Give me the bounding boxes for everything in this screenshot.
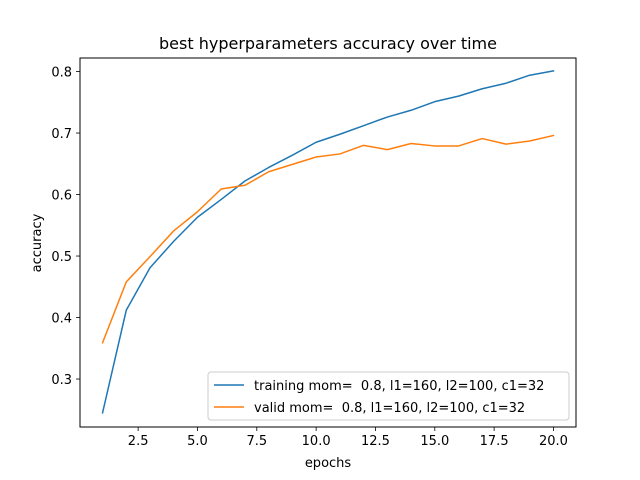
- chart-title: best hyperparameters accuracy over time: [159, 34, 497, 53]
- legend-box: [207, 371, 570, 421]
- x-tick-label: 10.0: [302, 434, 331, 449]
- y-axis-label: accuracy: [30, 213, 45, 272]
- x-tick-label: 7.5: [246, 434, 267, 449]
- x-tick-label: 5.0: [187, 434, 208, 449]
- y-tick-label: 0.7: [51, 127, 72, 142]
- x-tick-label: 2.5: [128, 434, 149, 449]
- axes-frame: [79, 57, 577, 428]
- legend: training mom= 0.8, l1=160, l2=100, c1=32…: [207, 371, 570, 421]
- x-tick-label: 15.0: [420, 434, 449, 449]
- y-tick-label: 0.6: [51, 189, 72, 204]
- x-tick-label: 20.0: [539, 434, 568, 449]
- x-axis-ticks: 2.5 5.0 7.5 10.0 12.5 15.0 17.5 20.0: [128, 427, 568, 449]
- legend-entries: training mom= 0.8, l1=160, l2=100, c1=32…: [214, 379, 544, 416]
- legend-label: training mom= 0.8, l1=160, l2=100, c1=32: [254, 379, 544, 394]
- x-axis-label: epochs: [305, 456, 352, 471]
- plot-lines: [101, 70, 555, 414]
- y-tick-label: 0.4: [51, 312, 72, 327]
- y-tick-label: 0.5: [51, 250, 72, 265]
- legend-label: valid mom= 0.8, l1=160, l2=100, c1=32: [254, 401, 525, 416]
- series-line-valid: [101, 134, 555, 344]
- y-tick-label: 0.8: [51, 66, 72, 81]
- x-tick-label: 17.5: [480, 434, 509, 449]
- series-line-training: [101, 70, 555, 414]
- y-axis-ticks: 0.3 0.4 0.5 0.6 0.7 0.8: [51, 66, 80, 388]
- y-tick-label: 0.3: [51, 373, 72, 388]
- x-tick-label: 12.5: [361, 434, 390, 449]
